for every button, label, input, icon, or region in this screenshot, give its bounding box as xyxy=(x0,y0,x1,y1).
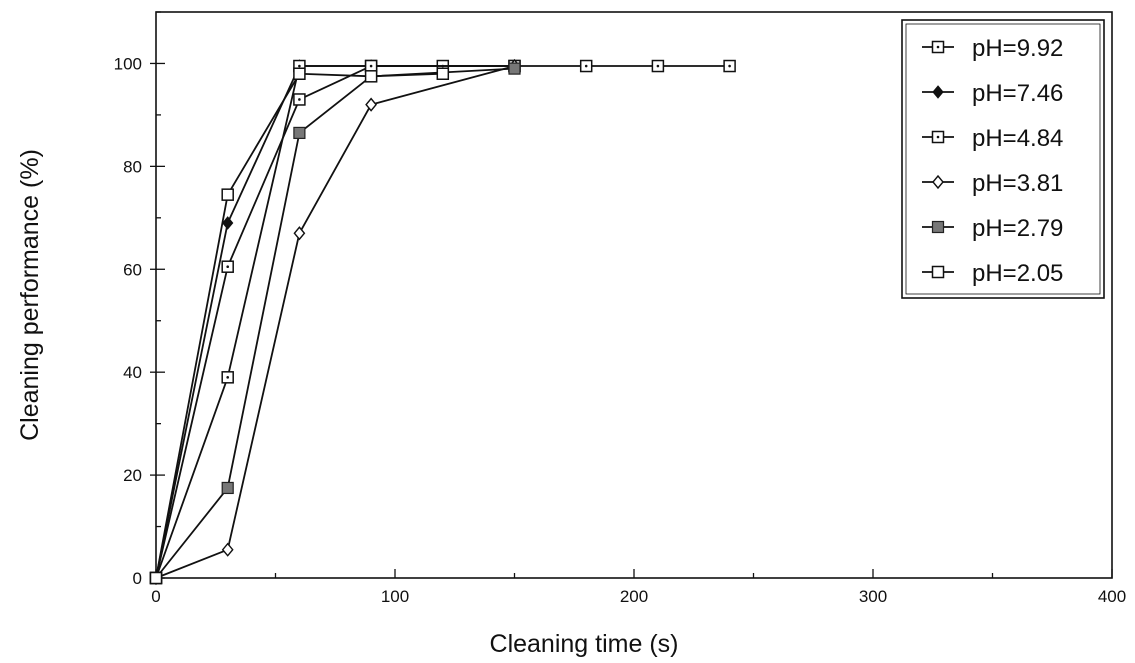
y-tick-label: 40 xyxy=(123,363,142,382)
series-pH=2.05 xyxy=(149,67,450,585)
data-point xyxy=(221,260,234,273)
data-point xyxy=(221,188,234,201)
data-point xyxy=(436,67,450,80)
series-line xyxy=(155,72,443,579)
x-axis-title: Cleaning time (s) xyxy=(490,630,679,658)
x-tick-label: 200 xyxy=(620,587,648,606)
y-tick-label: 100 xyxy=(114,54,142,73)
y-tick-label: 80 xyxy=(123,157,142,176)
data-point xyxy=(508,62,521,75)
y-tick-label: 0 xyxy=(133,569,142,588)
data-point xyxy=(221,481,234,495)
series-line xyxy=(155,65,515,579)
legend-inner-border xyxy=(905,23,1101,295)
data-point xyxy=(651,59,665,73)
legend-item: pH=2.79 xyxy=(922,215,1063,242)
data-point xyxy=(723,59,736,73)
x-tick-label: 400 xyxy=(1098,587,1126,606)
legend-marker xyxy=(931,40,945,54)
legend-item: pH=4.84 xyxy=(922,125,1063,152)
legend-marker xyxy=(932,85,944,99)
data-point xyxy=(364,59,378,73)
data-point xyxy=(222,216,234,230)
data-point xyxy=(293,93,306,106)
x-tick-label: 0 xyxy=(151,587,160,606)
x-tick-label: 100 xyxy=(381,587,409,606)
legend-label: pH=7.46 xyxy=(972,80,1063,107)
data-point xyxy=(579,59,593,73)
legend-label: pH=3.81 xyxy=(972,170,1063,197)
data-point xyxy=(293,126,306,140)
legend-marker xyxy=(931,265,945,279)
data-point xyxy=(149,571,163,585)
legend-marker xyxy=(931,220,945,234)
series-pH=7.46 xyxy=(150,59,521,585)
series-line xyxy=(155,65,515,579)
data-point xyxy=(293,67,306,80)
series-line xyxy=(155,67,515,579)
y-tick-label: 20 xyxy=(123,466,142,485)
y-tick-label: 60 xyxy=(123,260,142,279)
legend-box xyxy=(901,19,1105,299)
data-point xyxy=(221,542,234,557)
legend-label: pH=9.92 xyxy=(972,35,1063,62)
legend-item: pH=9.92 xyxy=(922,35,1063,62)
legend-label: pH=2.79 xyxy=(972,215,1063,242)
legend-marker xyxy=(931,130,945,144)
legend-item: pH=2.05 xyxy=(922,260,1063,287)
data-point xyxy=(221,371,234,384)
data-point xyxy=(364,70,378,83)
legend-item: pH=7.46 xyxy=(922,80,1063,107)
data-point xyxy=(293,226,306,241)
y-axis-title: Cleaning performance (%) xyxy=(16,149,44,441)
legend-marker xyxy=(932,174,944,190)
legend-label: pH=4.84 xyxy=(972,125,1063,152)
x-tick-label: 300 xyxy=(859,587,887,606)
data-point xyxy=(365,97,378,112)
legend-label: pH=2.05 xyxy=(972,260,1063,287)
series-line xyxy=(155,65,730,579)
series-pH=4.84 xyxy=(149,59,521,585)
series-line xyxy=(155,65,515,579)
series-pH=3.81 xyxy=(150,58,521,586)
series-pH=2.79 xyxy=(149,62,521,585)
legend-item: pH=3.81 xyxy=(922,170,1063,197)
